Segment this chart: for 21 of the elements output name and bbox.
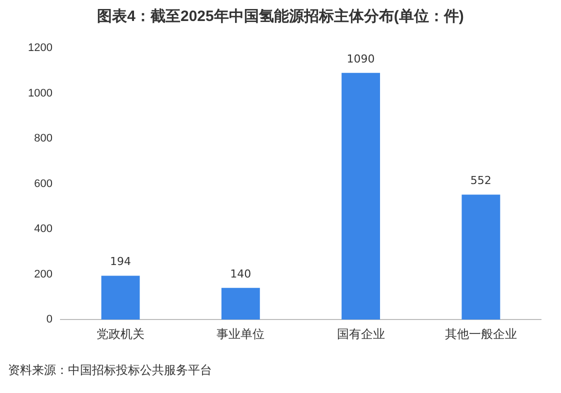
bar [462, 194, 500, 320]
y-tick-label: 0 [46, 314, 52, 326]
x-tick-label: 其他一般企业 [444, 327, 517, 342]
y-tick-label: 600 [34, 178, 52, 190]
bar [342, 72, 380, 320]
y-tick-label: 400 [34, 223, 52, 236]
y-tick-label: 800 [34, 132, 52, 145]
y-tick-label: 1000 [28, 87, 52, 100]
bar [221, 288, 260, 320]
data-label: 552 [470, 174, 492, 188]
y-tick-label: 200 [34, 268, 52, 280]
bar [101, 276, 140, 320]
data-label: 140 [230, 267, 252, 280]
y-tick-label: 1200 [28, 42, 52, 54]
chart-title: 图表4：截至2025年中国氢能源招标主体分布(单位：件) [97, 7, 464, 26]
x-tick-label: 党政机关 [96, 327, 145, 342]
data-label: 194 [110, 255, 132, 268]
text: 资料来源：中国招标投标公共服务平台 [8, 362, 212, 379]
x-tick-label: 事业单位 [216, 327, 265, 342]
data-label: 1090 [346, 52, 375, 66]
x-tick-label: 国有企业 [336, 327, 385, 342]
